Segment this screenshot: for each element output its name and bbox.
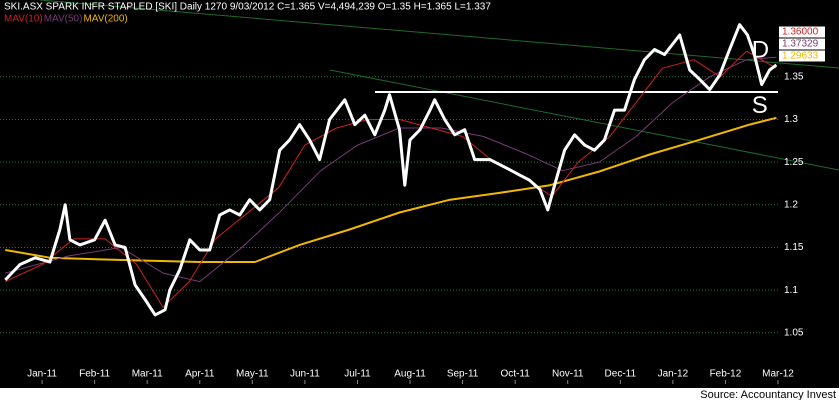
x-tick-label: Oct-11	[501, 369, 531, 380]
chart-title: SKI.ASX SPARK INFR STAPLED [SKI] Daily 1…	[4, 2, 491, 13]
last-value-box	[779, 26, 825, 38]
x-tick-label: Mar-12	[762, 369, 794, 380]
last-value-box	[779, 50, 825, 62]
x-tick-label: Mar-11	[132, 369, 163, 380]
x-tick-label: Feb-11	[79, 369, 110, 380]
annotation: S	[752, 92, 768, 119]
y-tick-label: 1.05	[784, 327, 804, 338]
x-tick-label: Nov-11	[552, 369, 584, 380]
y-tick-label: 1.35	[784, 71, 804, 82]
last-value-label: 1.37329	[782, 39, 819, 50]
last-value-label: 1.29633	[782, 51, 819, 62]
price-line	[5, 116, 777, 263]
x-tick-label: Feb-12	[710, 369, 742, 380]
y-tick-label: 1.3	[784, 114, 798, 125]
annotation: D	[752, 37, 769, 64]
resistance-trendline	[39, 0, 839, 69]
x-tick-label: Jan-11	[27, 369, 57, 380]
x-tick-label: Dec-11	[605, 369, 637, 380]
channel-trendline	[329, 69, 839, 171]
legend-entry: MAV(10)	[4, 14, 43, 25]
x-tick-label: Aug-11	[394, 369, 426, 380]
plot-background	[0, 0, 839, 388]
price-line	[5, 50, 777, 308]
x-tick-label: Jun-11	[290, 369, 320, 380]
x-tick-label: Jul-11	[344, 369, 371, 380]
price-line	[4, 23, 778, 317]
last-value-label: 1.36000	[782, 27, 819, 38]
y-tick-label: 1.2	[784, 199, 798, 210]
x-tick-label: Apr-11	[185, 369, 215, 380]
legend-entry: MAV(200)	[83, 14, 127, 25]
legend-entry: MAV(50)	[44, 14, 83, 25]
last-value-box	[779, 38, 825, 50]
y-tick-label: 1.1	[784, 285, 798, 296]
legend: MAV(10) MAV(50) MAV(200)	[4, 14, 128, 25]
x-tick-label: May-11	[236, 369, 269, 380]
source: Source: Accountancy Invest	[700, 389, 836, 400]
y-tick-label: 1.15	[784, 242, 804, 253]
x-tick-label: Jan-12	[658, 369, 689, 380]
x-tick-label: Sep-11	[447, 369, 479, 380]
y-tick-label: 1.25	[784, 157, 804, 168]
